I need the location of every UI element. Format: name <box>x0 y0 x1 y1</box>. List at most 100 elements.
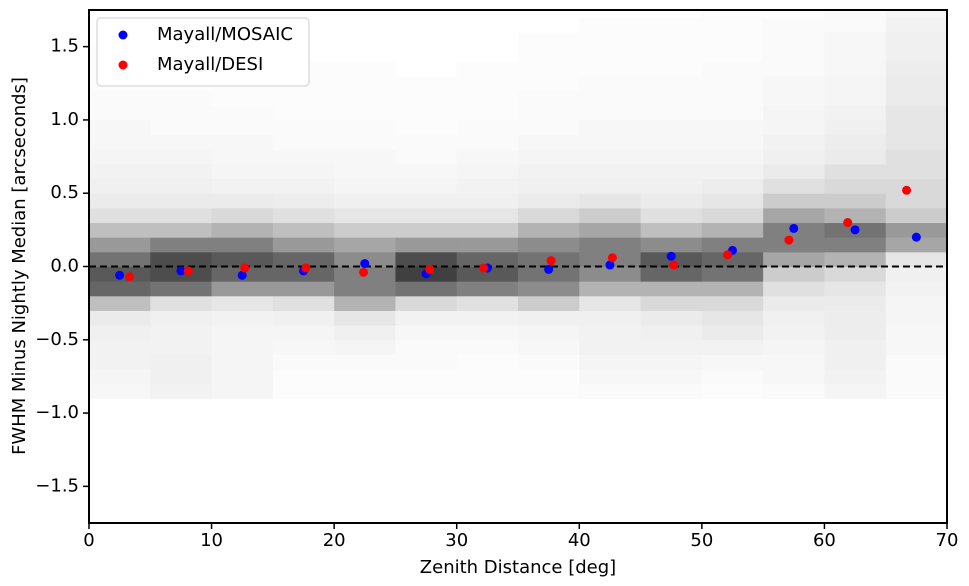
data-point <box>176 266 186 276</box>
heat-cell <box>395 369 458 385</box>
heat-cell <box>763 178 825 194</box>
heat-cell <box>885 354 947 370</box>
heat-cell <box>640 354 703 370</box>
heat-cell <box>579 163 642 180</box>
heat-cell <box>640 75 703 92</box>
heat-cell <box>150 354 213 370</box>
heat-cell <box>579 325 642 341</box>
heat-cell <box>395 222 458 238</box>
data-point <box>902 185 912 195</box>
heat-cell <box>89 105 151 121</box>
heat-cell <box>395 383 458 399</box>
heat-cell <box>89 237 151 253</box>
heat-cell <box>640 31 703 48</box>
heat-cell <box>640 295 703 311</box>
heat-cell <box>885 119 947 136</box>
heat-cell <box>456 193 519 209</box>
heat-cell <box>395 339 458 355</box>
heat-cell <box>272 295 335 311</box>
heat-cell <box>518 383 580 399</box>
heat-cell <box>885 10 947 18</box>
heat-cell <box>395 295 458 311</box>
heat-cell <box>518 295 580 311</box>
heat-cell <box>395 354 458 370</box>
heat-cell <box>701 178 764 194</box>
heat-cell <box>824 163 887 180</box>
heat-cell <box>272 119 335 136</box>
heat-cell <box>395 237 458 253</box>
heat-cell <box>395 17 458 33</box>
heat-cell <box>395 119 458 136</box>
heat-cell <box>763 134 825 150</box>
heat-cell <box>763 339 825 355</box>
heat-cell <box>150 178 213 194</box>
heat-cell <box>211 193 274 209</box>
heat-cell <box>456 75 519 92</box>
heat-cell <box>824 10 887 18</box>
data-point <box>240 263 250 273</box>
heat-cell <box>640 325 703 341</box>
heat-cell <box>824 266 887 282</box>
heat-cell <box>824 31 887 48</box>
heat-cell <box>701 325 764 341</box>
heat-cell <box>456 149 519 165</box>
heat-cell <box>640 237 703 253</box>
heat-cell <box>456 383 519 399</box>
heat-cell <box>395 325 458 341</box>
heat-cell <box>89 163 151 180</box>
data-point <box>850 225 860 235</box>
heat-cell <box>763 266 825 282</box>
heat-cell <box>701 10 764 18</box>
heat-cell <box>456 31 519 48</box>
heat-cell <box>579 295 642 311</box>
heat-cell <box>334 207 396 224</box>
heat-cell <box>272 163 335 180</box>
heat-cell <box>640 339 703 355</box>
heat-cell <box>579 119 642 136</box>
x-tick-label: 20 <box>323 530 346 551</box>
heat-cell <box>89 325 151 341</box>
heat-cell <box>395 105 458 121</box>
heat-cell <box>272 193 335 209</box>
heat-cell <box>456 105 519 121</box>
heat-cell <box>824 46 887 62</box>
heat-cell <box>518 10 580 18</box>
heat-cell <box>334 281 396 297</box>
heat-cell <box>518 149 580 165</box>
heat-cell <box>456 119 519 136</box>
heat-cell <box>334 295 396 311</box>
heat-cell <box>763 75 825 92</box>
heat-cell <box>395 178 458 194</box>
heat-cell <box>150 339 213 355</box>
heat-cell <box>272 207 335 224</box>
heat-cell <box>518 163 580 180</box>
heat-cell <box>89 119 151 136</box>
legend-marker <box>118 60 128 70</box>
heat-cell <box>150 105 213 121</box>
heat-cell <box>334 61 396 77</box>
heat-cell <box>885 369 947 385</box>
heat-cell <box>763 119 825 136</box>
heatmap <box>89 10 947 399</box>
heat-cell <box>456 310 519 326</box>
heat-cell <box>395 31 458 48</box>
heat-cell <box>334 383 396 399</box>
heat-cell <box>824 281 887 297</box>
heat-cell <box>824 339 887 355</box>
heat-cell <box>640 281 703 297</box>
heat-cell <box>763 325 825 341</box>
heat-cell <box>456 266 519 282</box>
heat-cell <box>701 75 764 92</box>
y-tick-label: −1.0 <box>35 402 79 423</box>
heat-cell <box>89 310 151 326</box>
heat-cell <box>518 266 580 282</box>
heat-cell <box>824 207 887 224</box>
heat-cell <box>640 90 703 106</box>
heat-cell <box>763 31 825 48</box>
data-point <box>544 264 554 274</box>
heat-cell <box>272 251 335 267</box>
heat-cell <box>824 61 887 77</box>
heat-cell <box>763 310 825 326</box>
heat-cell <box>701 369 764 385</box>
